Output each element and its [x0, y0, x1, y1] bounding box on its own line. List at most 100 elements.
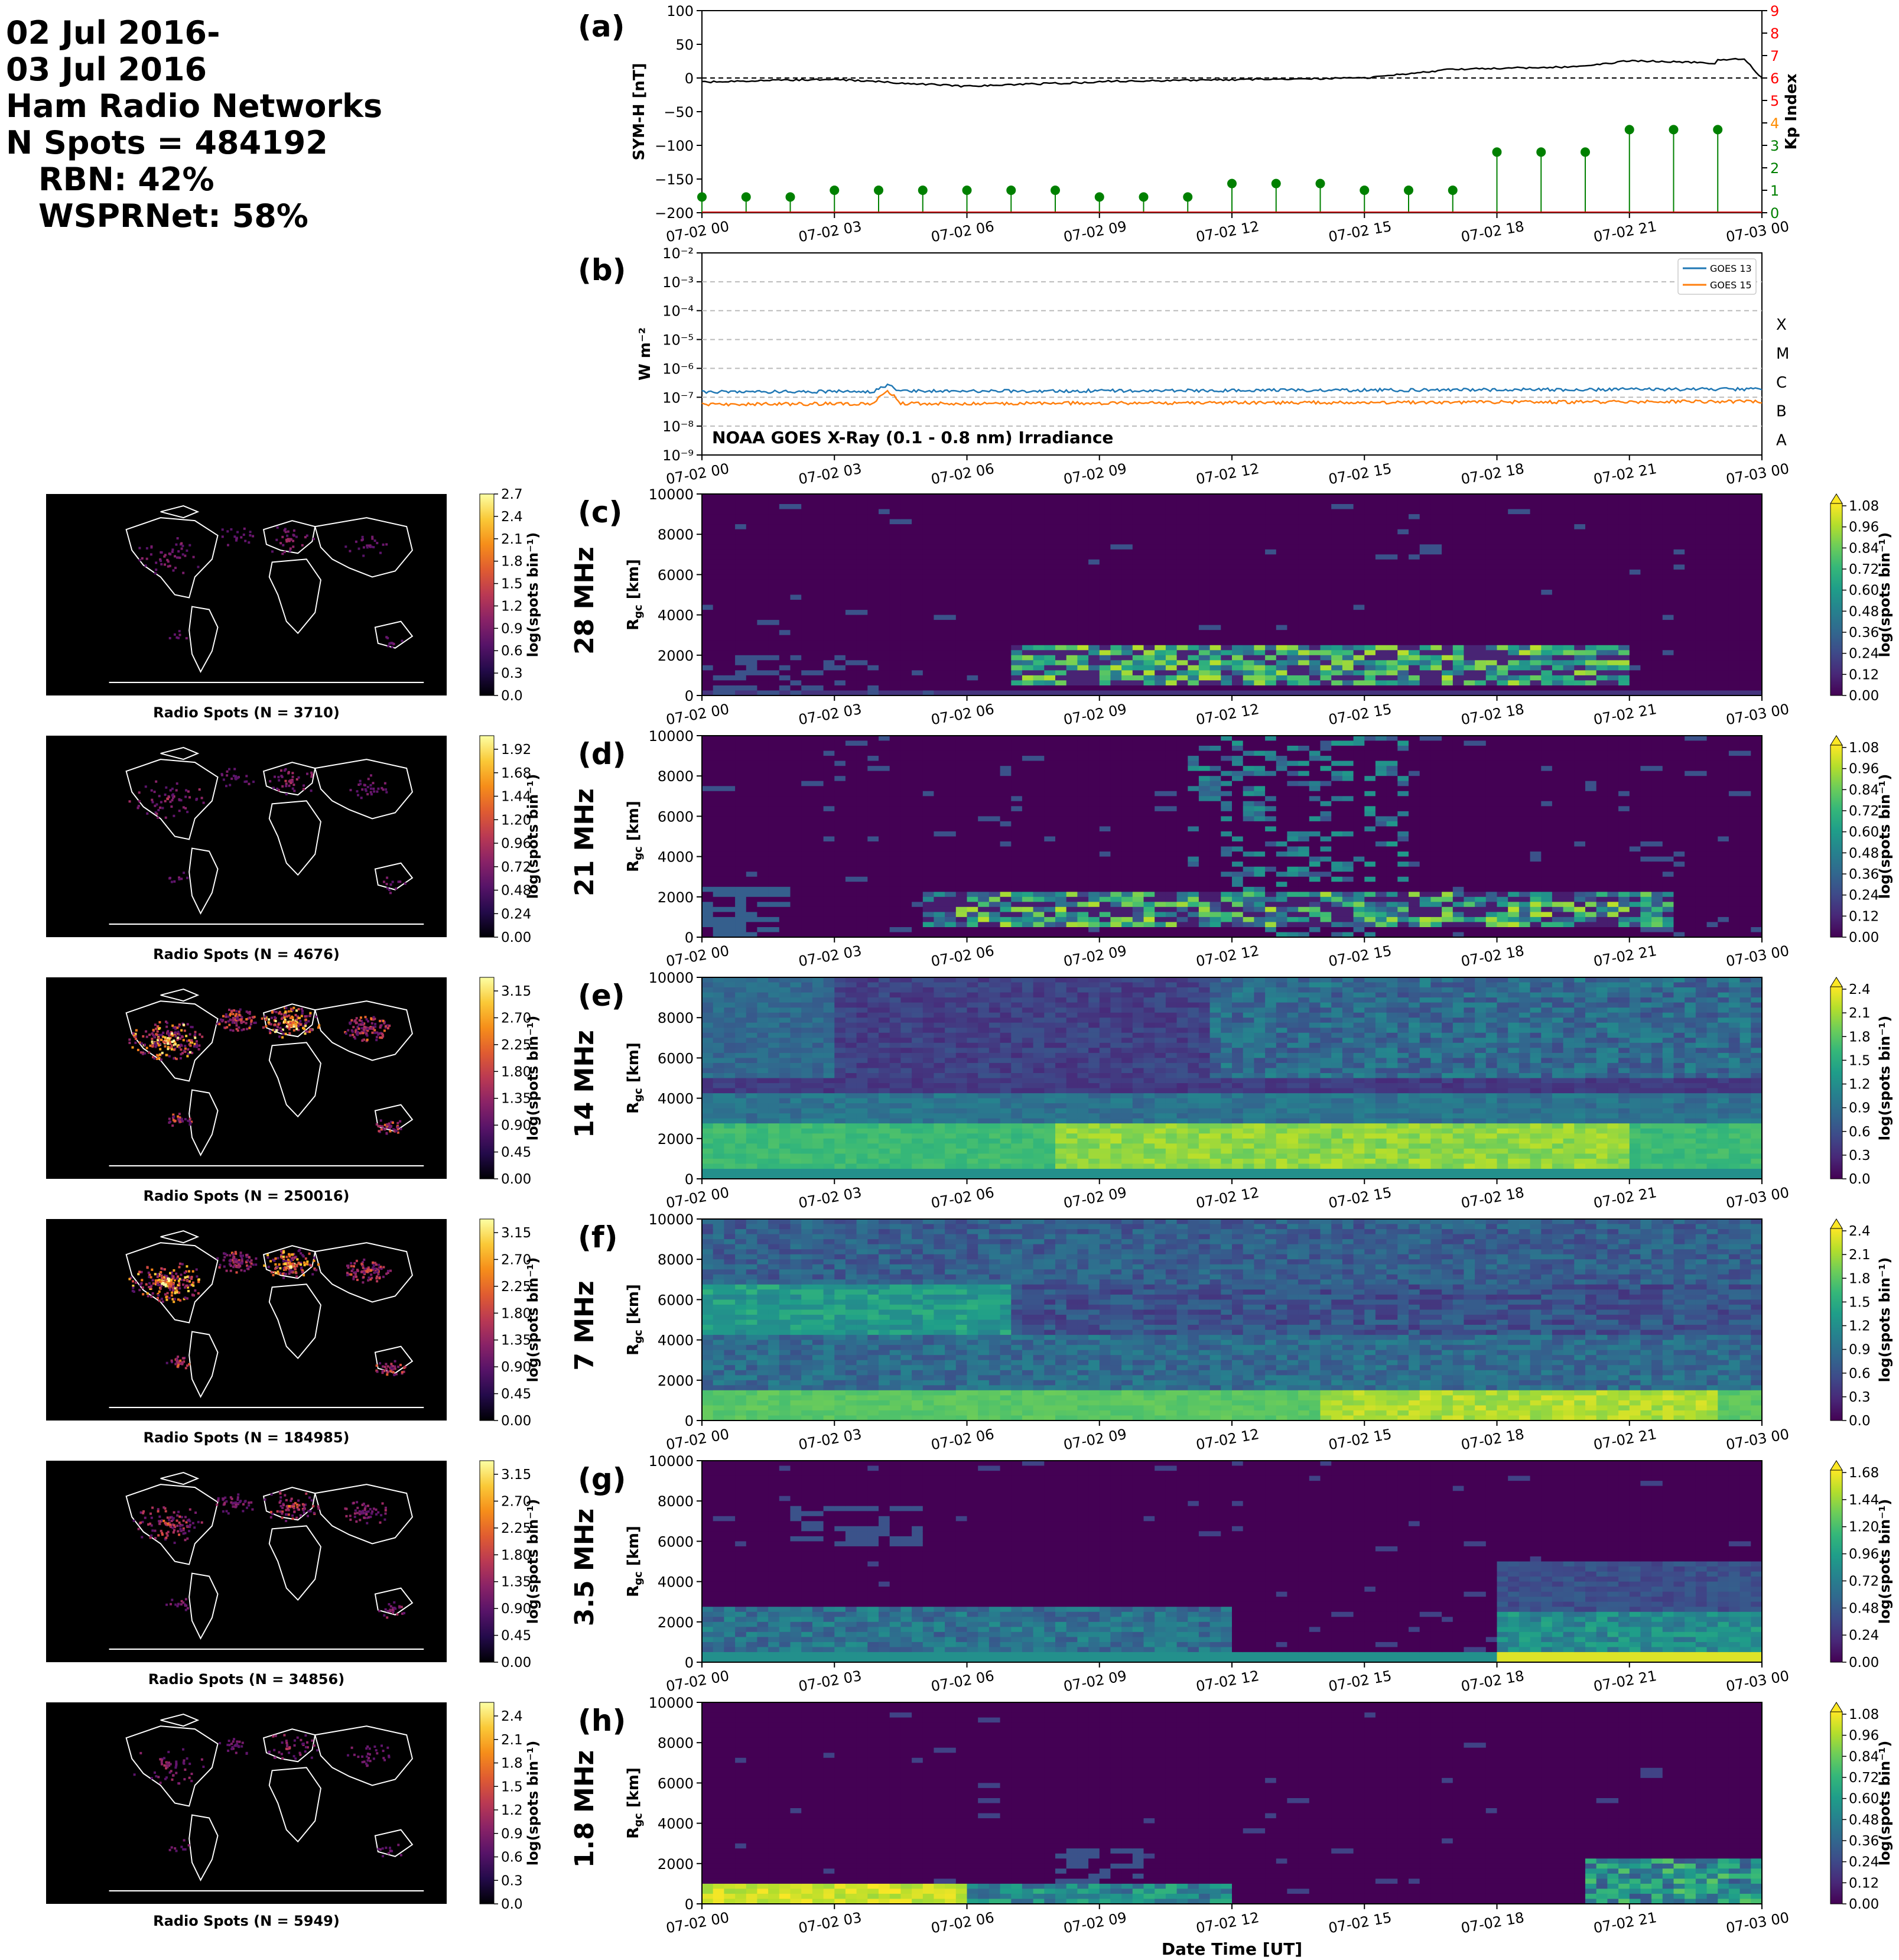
- heatmap-cell: [1022, 590, 1033, 595]
- heatmap-cell: [1110, 509, 1121, 515]
- heatmap-cell: [1166, 580, 1177, 585]
- heatmap-cell: [1420, 645, 1431, 651]
- heatmap-cell: [1453, 574, 1464, 580]
- heatmap-cell: [746, 615, 757, 620]
- heatmap-cell: [1729, 660, 1740, 665]
- heatmap-cell: [1354, 574, 1365, 580]
- heatmap-cell: [1121, 685, 1133, 691]
- heatmap-cell: [824, 625, 835, 630]
- heatmap-cell: [1321, 544, 1332, 550]
- heatmap-cell: [1696, 685, 1707, 691]
- heatmap-cell: [1430, 539, 1442, 545]
- heatmap-cell: [768, 675, 779, 681]
- cbar-tick-label: 0.3: [501, 666, 523, 681]
- heatmap-cell: [1309, 635, 1321, 641]
- heatmap-cell: [1541, 550, 1552, 555]
- heatmap-cell: [1607, 675, 1618, 681]
- heatmap-cell: [1321, 630, 1332, 635]
- heatmap-cell: [879, 585, 890, 590]
- heatmap-cell: [757, 806, 768, 811]
- heatmap-cell: [1397, 499, 1409, 505]
- heatmap-cell: [867, 534, 879, 539]
- heatmap-cell: [1221, 605, 1232, 610]
- heatmap-cell: [1265, 610, 1276, 615]
- heatmap-cell: [1177, 514, 1188, 519]
- heatmap-cell: [713, 560, 724, 565]
- heatmap-cell: [724, 660, 735, 665]
- heatmap-cell: [1707, 605, 1718, 610]
- heatmap-cell: [934, 610, 945, 615]
- heatmap-cell: [1033, 514, 1045, 519]
- spot-point: [158, 795, 161, 797]
- heatmap-cell: [1298, 550, 1309, 555]
- heatmap-cell: [900, 610, 912, 615]
- heatmap-cell: [1342, 670, 1354, 675]
- heatmap-cell: [1464, 665, 1475, 671]
- heatmap-cell: [1066, 680, 1078, 685]
- heatmap-cell: [978, 585, 989, 590]
- heatmap-cell: [1088, 680, 1100, 685]
- heatmap-cell: [1254, 529, 1265, 535]
- heatmap-cell: [768, 841, 779, 847]
- heatmap-cell: [1397, 605, 1409, 610]
- spot-point: [363, 546, 365, 548]
- heatmap-cell: [824, 751, 835, 756]
- heatmap-cell: [746, 595, 757, 600]
- heatmap-cell: [812, 504, 824, 509]
- heatmap-cell: [824, 564, 835, 570]
- heatmap-cell: [1751, 615, 1762, 620]
- y-tick-label: 10000: [649, 486, 694, 503]
- heatmap-cell: [724, 796, 735, 801]
- heatmap-cell: [1497, 670, 1508, 675]
- heatmap-cell: [713, 509, 724, 515]
- heatmap-cell: [989, 494, 1000, 499]
- heatmap-cell: [1199, 560, 1210, 565]
- heatmap-cell: [1519, 660, 1530, 665]
- spot-point: [183, 872, 185, 874]
- heatmap-cell: [1685, 574, 1696, 580]
- heatmap-cell: [1287, 680, 1298, 685]
- heatmap-cell: [1011, 529, 1022, 535]
- heatmap-cell: [1276, 524, 1287, 529]
- heatmap-cell: [1475, 660, 1486, 665]
- heatmap-cell: [1508, 600, 1519, 605]
- heatmap-cell: [1618, 675, 1630, 681]
- spot-point: [164, 554, 167, 556]
- heatmap-cell: [846, 529, 857, 535]
- heatmap-cell: [1442, 590, 1453, 595]
- heatmap-cell: [846, 655, 857, 661]
- spot-point: [293, 529, 295, 532]
- heatmap-cell: [702, 600, 713, 605]
- heatmap-cell: [1188, 554, 1199, 560]
- heatmap-cell: [1552, 655, 1563, 661]
- heatmap-cell: [1166, 554, 1177, 560]
- heatmap-cell: [702, 796, 713, 801]
- y-tick-label: 2000: [658, 648, 694, 664]
- heatmap-cell: [857, 544, 868, 550]
- heatmap-cell: [1663, 539, 1674, 545]
- spot-point: [377, 788, 379, 790]
- heatmap-cell: [857, 645, 868, 651]
- heatmap-cell: [1121, 580, 1133, 585]
- heatmap-cell: [757, 504, 768, 509]
- heatmap-cell: [1685, 494, 1696, 499]
- heatmap-cell: [757, 514, 768, 519]
- heatmap-cell: [967, 670, 978, 675]
- heatmap-cell: [1751, 534, 1762, 539]
- heatmap-cell: [1420, 625, 1431, 630]
- spot-point: [293, 790, 295, 792]
- heatmap-cell: [1707, 514, 1718, 519]
- heatmap-cell: [1618, 680, 1630, 685]
- heatmap-cell: [757, 620, 768, 625]
- heatmap-cell: [735, 922, 746, 927]
- heatmap-cell: [956, 519, 967, 525]
- heatmap-cell: [1740, 620, 1751, 625]
- heatmap-cell: [1475, 550, 1486, 555]
- heatmap-cell: [735, 796, 746, 801]
- heatmap-cell: [1121, 590, 1133, 595]
- heatmap-cell: [724, 675, 735, 681]
- heatmap-cell: [1464, 529, 1475, 535]
- heatmap-cell: [912, 534, 923, 539]
- heatmap-cell: [1254, 570, 1265, 575]
- spot-point: [146, 558, 148, 560]
